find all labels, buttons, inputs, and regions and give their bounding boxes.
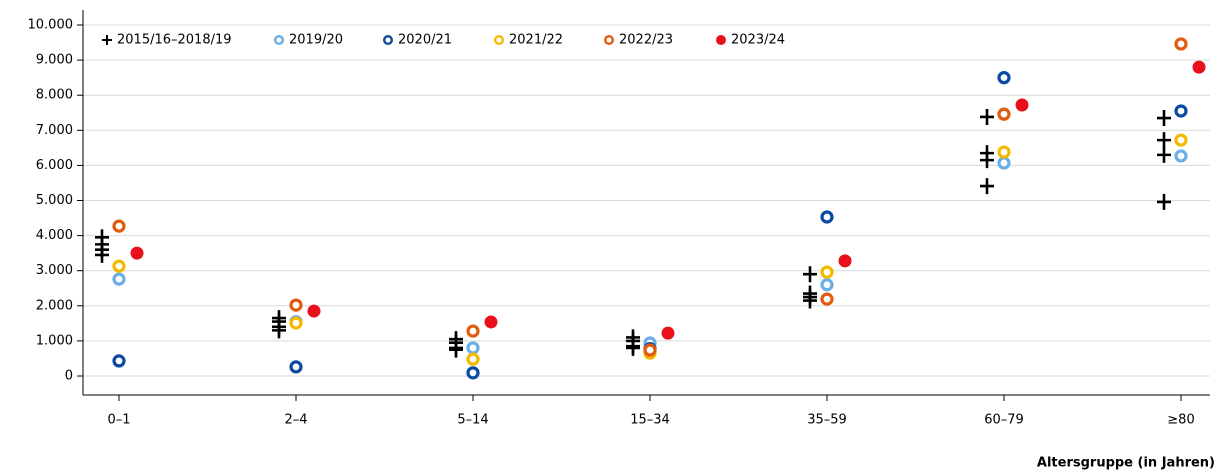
- data-point: [1174, 104, 1188, 118]
- data-point: [1157, 110, 1171, 127]
- legend-label: 2019/20: [289, 33, 343, 48]
- legend-label: 2015/16–2018/19: [117, 33, 232, 48]
- y-tick-label: 7.000: [36, 123, 73, 138]
- legend-marker: [102, 35, 112, 45]
- data-point: [997, 145, 1011, 159]
- y-tick-label: 10.000: [28, 18, 74, 33]
- x-tick-label: 2–4: [284, 413, 307, 428]
- data-point: [466, 366, 480, 380]
- y-tick-label: 9.000: [36, 53, 73, 68]
- data-point: [980, 178, 994, 195]
- y-tick-label: 6.000: [36, 158, 73, 173]
- data-point: [1015, 98, 1029, 112]
- data-point: [112, 354, 126, 368]
- data-point: [643, 343, 657, 357]
- data-point: [1174, 37, 1188, 51]
- data-point: [1174, 133, 1188, 147]
- data-point: [626, 339, 640, 356]
- data-point: [1174, 149, 1188, 163]
- data-point: [820, 292, 834, 306]
- y-tick-label: 3.000: [36, 263, 73, 278]
- data-point: [997, 71, 1011, 85]
- y-tick-label: 0: [65, 369, 73, 384]
- data-point: [466, 324, 480, 338]
- legend-marker: [274, 35, 285, 46]
- data-point: [466, 341, 480, 355]
- x-tick-label: 5–14: [457, 413, 488, 428]
- data-point: [838, 254, 852, 268]
- y-tick-label: 1.000: [36, 333, 73, 348]
- legend-label: 2021/22: [509, 33, 563, 48]
- x-tick-label: ≥80: [1167, 413, 1194, 428]
- legend-marker: [494, 35, 505, 46]
- x-tick-label: 35–59: [807, 413, 847, 428]
- data-point: [484, 315, 498, 329]
- data-point: [803, 292, 817, 309]
- data-point: [112, 259, 126, 273]
- data-point: [803, 266, 817, 283]
- data-point: [1157, 193, 1171, 210]
- legend-background: [90, 29, 810, 53]
- data-point: [820, 210, 834, 224]
- legend-marker: [604, 35, 615, 46]
- data-point: [997, 107, 1011, 121]
- y-tick-label: 5.000: [36, 193, 73, 208]
- y-tick-label: 2.000: [36, 298, 73, 313]
- data-point: [1157, 132, 1171, 149]
- data-point: [112, 272, 126, 286]
- x-tick-label: 15–34: [630, 413, 670, 428]
- y-tick-label: 4.000: [36, 228, 73, 243]
- data-point: [466, 352, 480, 366]
- data-point: [112, 219, 126, 233]
- legend-marker: [383, 35, 394, 46]
- x-tick-label: 0–1: [107, 413, 130, 428]
- data-point: [820, 278, 834, 292]
- data-point: [95, 246, 109, 263]
- x-tick-label: 60–79: [984, 413, 1024, 428]
- x-axis-title: Altersgruppe (in Jahren): [1037, 456, 1215, 471]
- legend-label: 2022/23: [619, 33, 673, 48]
- data-point: [820, 265, 834, 279]
- data-point: [289, 298, 303, 312]
- data-point: [130, 246, 144, 260]
- legend-label: 2020/21: [398, 33, 452, 48]
- data-point: [980, 152, 994, 169]
- data-point: [272, 322, 286, 339]
- data-point: [307, 304, 321, 318]
- data-point: [980, 108, 994, 125]
- data-point: [997, 156, 1011, 170]
- data-point: [449, 341, 463, 358]
- data-point: [661, 326, 675, 340]
- data-point: [1157, 146, 1171, 163]
- data-point: [289, 360, 303, 374]
- legend-marker: [716, 35, 726, 45]
- data-point: [1192, 60, 1206, 74]
- data-point: [289, 316, 303, 330]
- legend-label: 2023/24: [731, 33, 785, 48]
- y-tick-label: 8.000: [36, 88, 73, 103]
